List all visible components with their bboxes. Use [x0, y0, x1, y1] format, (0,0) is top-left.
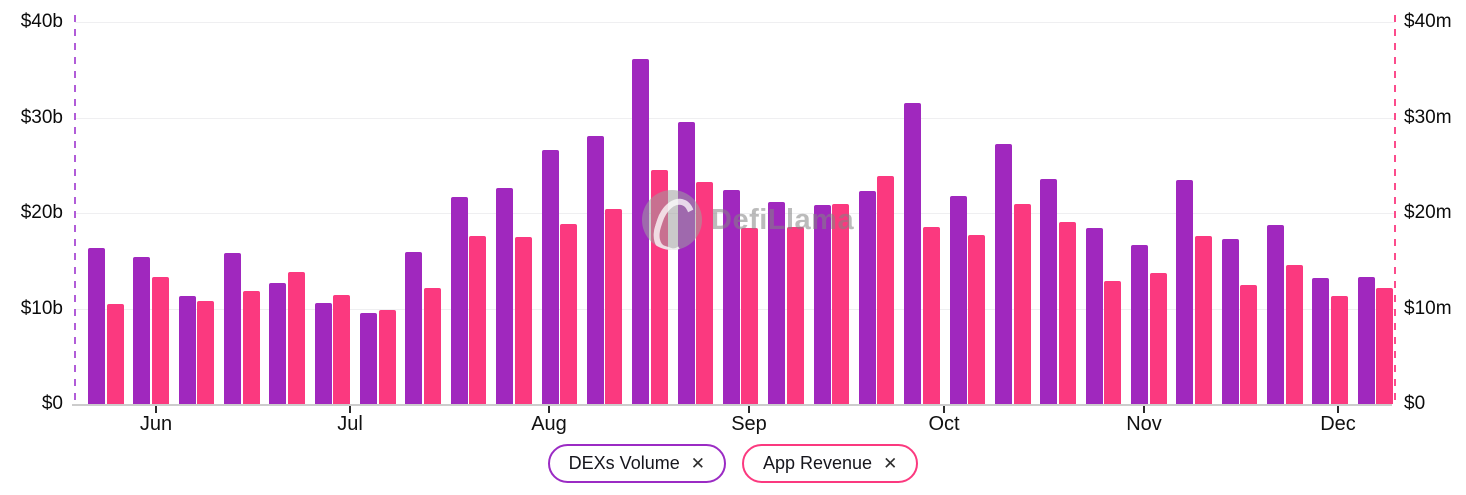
bar-app-revenue[interactable]: [106, 303, 124, 404]
legend-label-app-revenue: App Revenue: [762, 453, 873, 473]
x-axis-label-dec: Dec: [1320, 413, 1356, 435]
x-axis-tick: [349, 404, 351, 413]
plot-area: Jun Jul Aug Sep Oct Nov Dec: [75, 0, 1395, 435]
bar-dexs-volume[interactable]: [632, 59, 650, 404]
bar-app-revenue[interactable]: [650, 170, 668, 404]
bar-app-revenue[interactable]: [423, 288, 441, 404]
bar-dexs-volume[interactable]: [677, 122, 695, 404]
bar-app-revenue[interactable]: [696, 182, 714, 404]
x-axis-tick: [548, 404, 550, 413]
left-y-axis: $0 $10b $20b $30b $40b: [0, 0, 63, 420]
legend-label-dexs-volume: DEXs Volume: [568, 453, 680, 473]
y-axis-tick-label: $40m: [1404, 11, 1452, 32]
bar-dexs-volume[interactable]: [541, 149, 559, 404]
x-axis-line: [72, 404, 1392, 406]
legend-pill-app-revenue[interactable]: App Revenue ✕: [741, 444, 919, 483]
x-axis-label-nov: Nov: [1126, 413, 1162, 435]
bar-app-revenue[interactable]: [514, 236, 532, 404]
bar-dexs-volume[interactable]: [995, 144, 1012, 404]
bar-app-revenue[interactable]: [242, 291, 260, 404]
y-axis-tick-label: $10b: [20, 297, 63, 319]
bar-dexs-volume[interactable]: [768, 201, 786, 404]
y-axis-tick-label: $20b: [20, 202, 63, 223]
bar-dexs-volume[interactable]: [450, 196, 468, 404]
bar-dexs-volume[interactable]: [224, 253, 242, 404]
bar-dexs-volume[interactable]: [1312, 277, 1330, 404]
x-axis-label-jun: Jun: [139, 413, 173, 435]
bar-app-revenue[interactable]: [1058, 221, 1076, 404]
bar-app-revenue[interactable]: [1285, 264, 1303, 404]
bar-dexs-volume[interactable]: [722, 190, 740, 404]
bar-app-revenue[interactable]: [1149, 273, 1167, 404]
bar-dexs-volume[interactable]: [1085, 228, 1103, 404]
bar-app-revenue[interactable]: [197, 300, 215, 404]
bar-dexs-volume[interactable]: [314, 302, 332, 404]
bar-app-revenue[interactable]: [786, 227, 804, 404]
bar-dexs-volume[interactable]: [405, 252, 423, 404]
bar-dexs-volume[interactable]: [178, 296, 196, 404]
y-axis-tick-label: $30m: [1404, 106, 1452, 128]
x-axis-label-jul: Jul: [337, 413, 363, 435]
y-axis-tick-label: $40b: [20, 11, 63, 32]
bar-dexs-volume[interactable]: [904, 103, 922, 404]
bar-app-revenue[interactable]: [1013, 204, 1031, 404]
bar-app-revenue[interactable]: [333, 295, 351, 404]
bar-dexs-volume[interactable]: [949, 195, 967, 404]
gridline: [75, 117, 1395, 119]
bar-app-revenue[interactable]: [877, 175, 895, 404]
bar-app-revenue[interactable]: [469, 235, 487, 404]
legend: DEXs Volume ✕ App Revenue ✕: [0, 444, 1466, 483]
bar-dexs-volume[interactable]: [88, 248, 105, 404]
bar-app-revenue[interactable]: [151, 277, 169, 404]
right-y-axis: $0 $10m $20m $30m $40m: [1404, 0, 1466, 420]
y-axis-tick-label: $0: [41, 393, 63, 414]
bar-dexs-volume[interactable]: [496, 188, 514, 404]
bar-app-revenue[interactable]: [1376, 288, 1394, 404]
x-axis-tick: [1143, 404, 1145, 413]
bar-dexs-volume[interactable]: [586, 135, 604, 404]
y-axis-tick-label: $0: [1404, 393, 1426, 414]
bar-dexs-volume[interactable]: [813, 205, 831, 404]
bar-app-revenue[interactable]: [560, 224, 577, 404]
legend-pill-dexs-volume[interactable]: DEXs Volume ✕: [547, 444, 726, 483]
bar-dexs-volume[interactable]: [1040, 178, 1058, 404]
x-axis-label-aug: Aug: [531, 413, 567, 435]
close-icon[interactable]: ✕: [883, 454, 898, 473]
bar-app-revenue[interactable]: [922, 227, 940, 404]
bar-app-revenue[interactable]: [968, 234, 986, 404]
bar-app-revenue[interactable]: [378, 310, 396, 404]
left-axis-dashed-guide: [74, 15, 76, 403]
x-axis-tick: [1337, 404, 1339, 413]
bar-dexs-volume[interactable]: [1176, 179, 1194, 404]
bar-app-revenue[interactable]: [1194, 235, 1212, 404]
bar-dexs-volume[interactable]: [858, 191, 876, 404]
bar-dexs-volume[interactable]: [133, 256, 151, 404]
y-axis-tick-label: $30b: [20, 106, 63, 128]
x-axis-label-oct: Oct: [928, 413, 960, 435]
x-axis-tick: [748, 404, 750, 413]
y-axis-tick-label: $20m: [1404, 202, 1452, 223]
bar-app-revenue[interactable]: [287, 272, 305, 404]
bar-app-revenue[interactable]: [1330, 296, 1348, 404]
bar-app-revenue[interactable]: [832, 204, 850, 404]
bar-dexs-volume[interactable]: [1131, 244, 1149, 404]
bar-dexs-volume[interactable]: [269, 282, 287, 404]
bar-app-revenue[interactable]: [741, 228, 759, 404]
bar-app-revenue[interactable]: [1104, 280, 1122, 404]
x-axis-label-sep: Sep: [731, 413, 767, 435]
right-axis-dashed-guide: [1394, 15, 1396, 403]
y-axis-tick-label: $10m: [1404, 297, 1452, 319]
gridline: [75, 22, 1395, 23]
x-axis-tick: [943, 404, 945, 413]
close-icon[interactable]: ✕: [690, 454, 705, 473]
bar-dexs-volume[interactable]: [360, 313, 378, 404]
bar-dexs-volume[interactable]: [1267, 225, 1285, 404]
bar-dexs-volume[interactable]: [1221, 238, 1239, 404]
x-axis-tick: [155, 404, 157, 413]
bar-dexs-volume[interactable]: [1357, 277, 1375, 404]
bar-app-revenue[interactable]: [1240, 284, 1258, 404]
bar-app-revenue[interactable]: [605, 209, 623, 404]
